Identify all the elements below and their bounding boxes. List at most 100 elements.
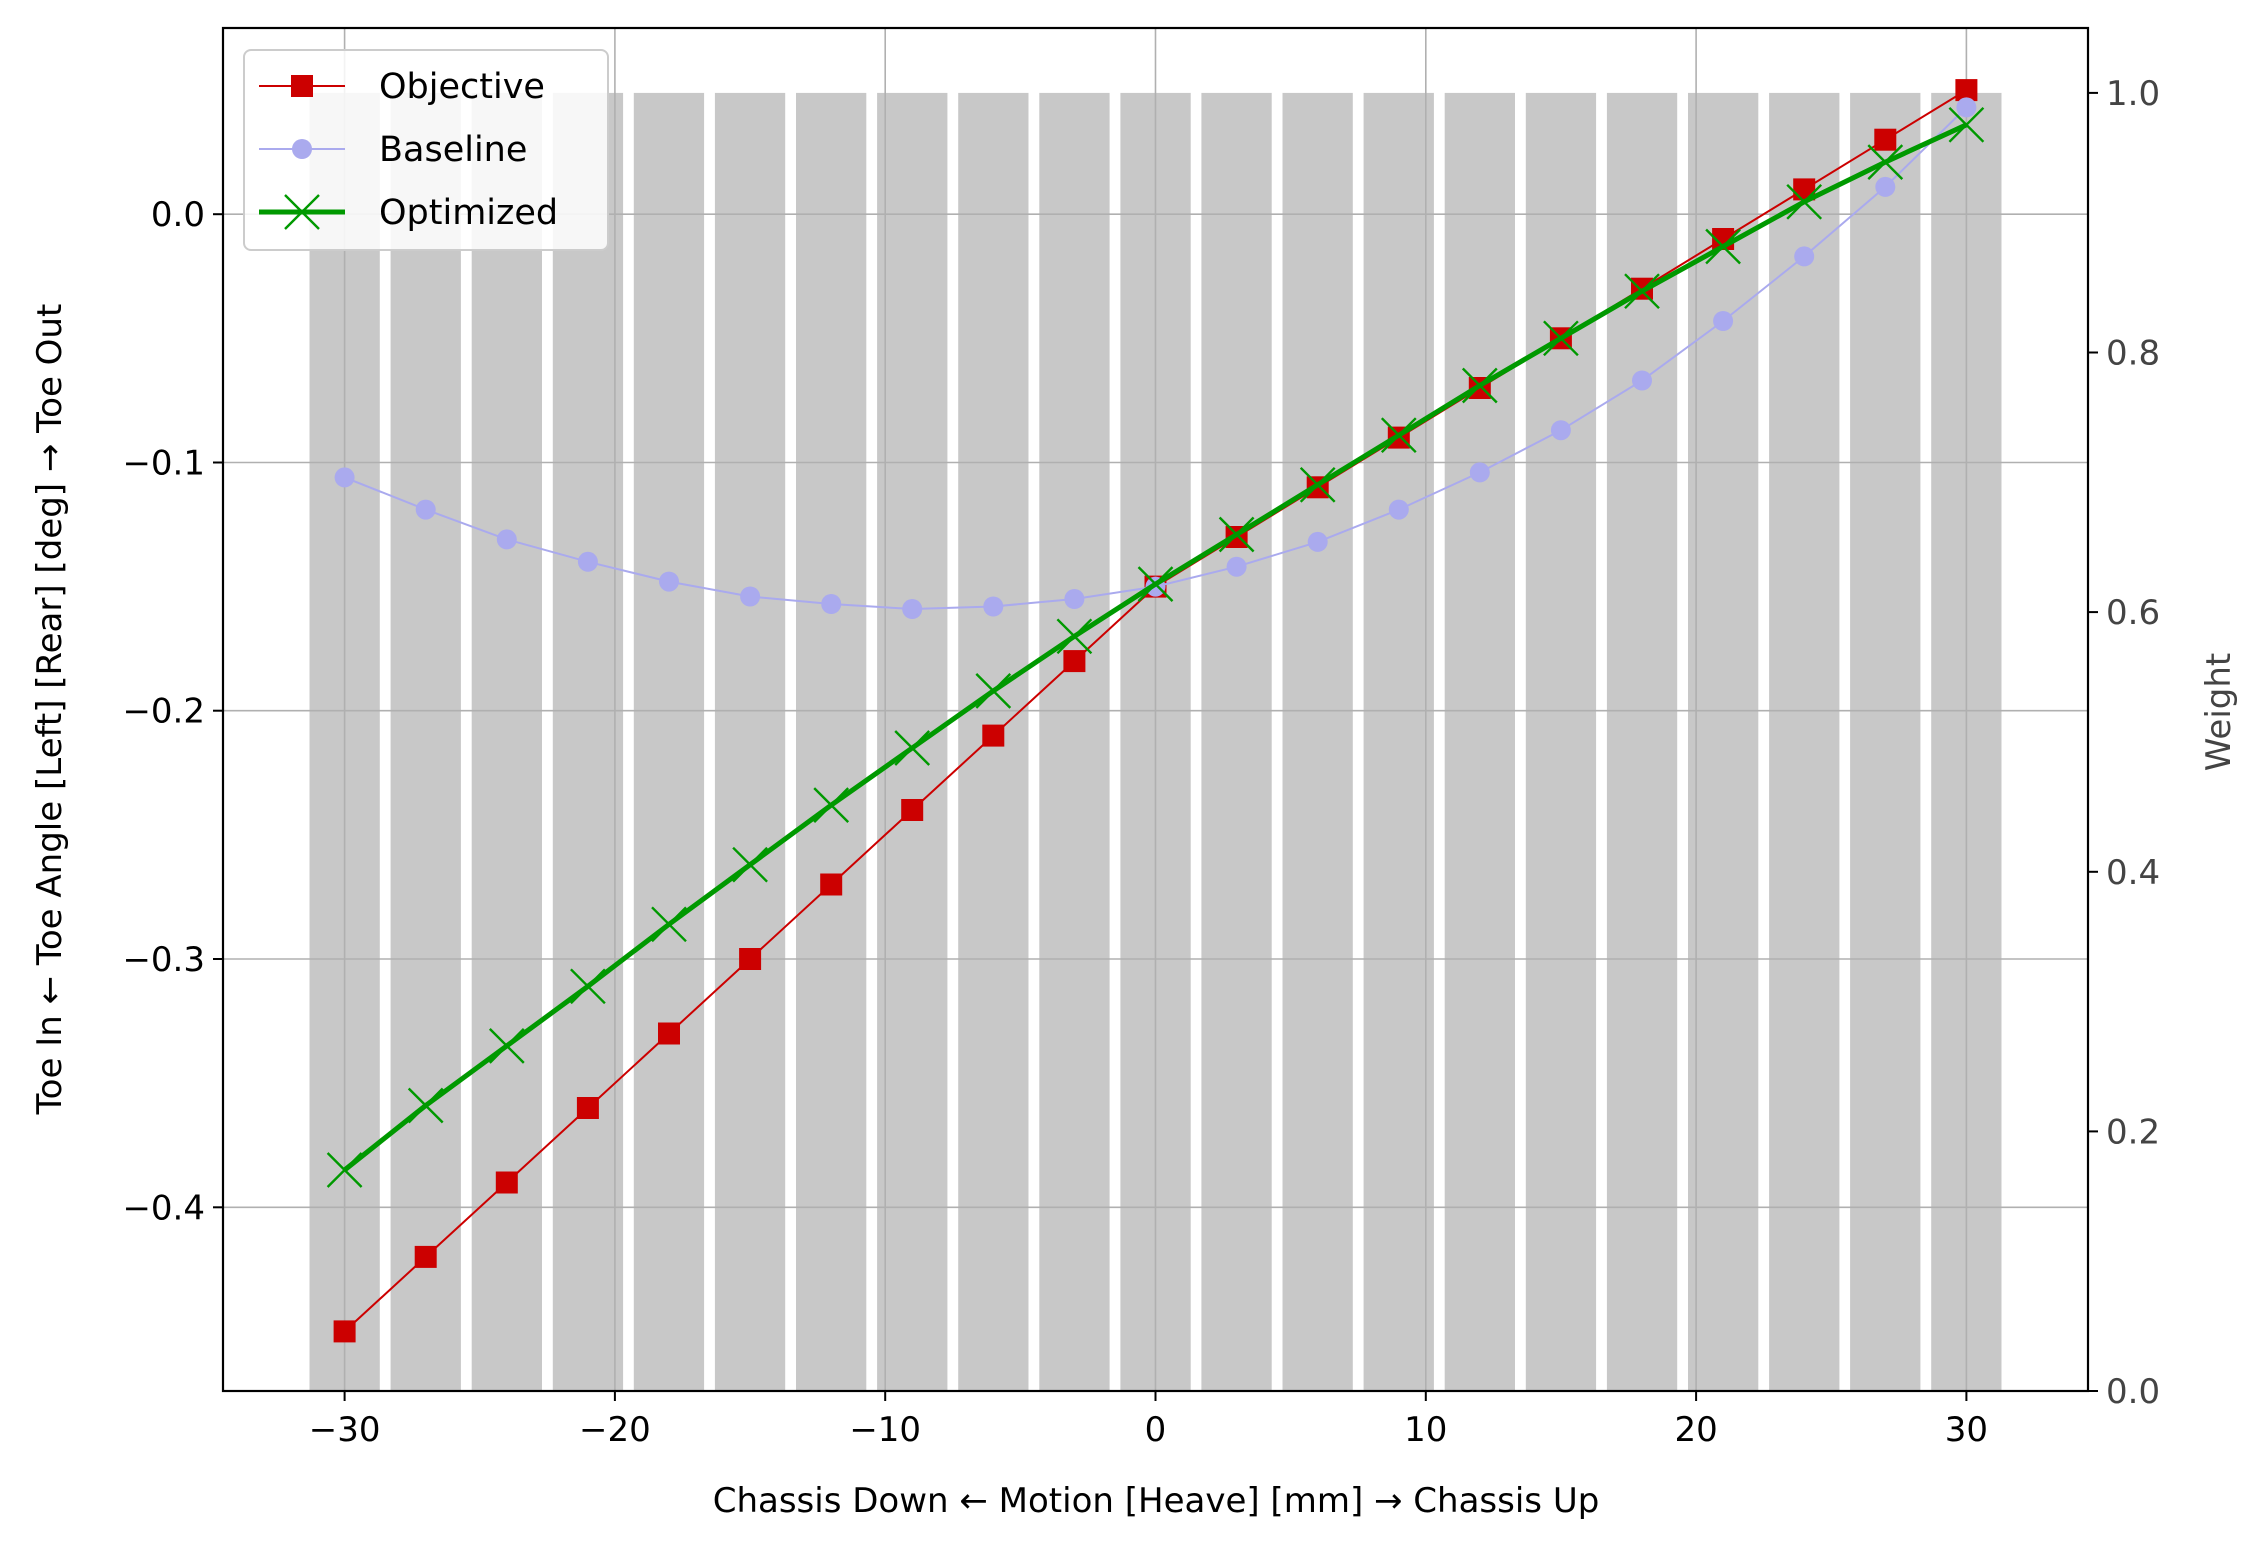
axis-ticks: −30 −20 −10 0 10 20 30 0.0 −0.1 −0.2 −0.3 −0.4 0.0 0.…	[122, 74, 2160, 1450]
objective-point	[1955, 79, 1978, 102]
x-tick-label: 10	[1404, 1410, 1447, 1450]
weight-bar	[1525, 92, 1597, 1391]
weight-bar	[471, 92, 542, 1391]
optimized-point	[651, 906, 687, 943]
optimized-point	[813, 787, 850, 823]
x-tick-label: 0	[1145, 1410, 1167, 1450]
optimized-point	[1543, 320, 1579, 357]
objective-point	[1874, 128, 1897, 151]
baseline-point	[1794, 246, 1815, 267]
objective-point	[333, 1320, 356, 1343]
optimized-point	[732, 846, 768, 883]
y-tick-label: 0.0	[151, 195, 205, 235]
x-tick-label: 20	[1674, 1410, 1717, 1450]
y-axis-label: Toe In ← Toe Angle [Left] [Rear] [deg] →…	[30, 304, 70, 1116]
y-tick-label: −0.4	[122, 1188, 205, 1228]
optimized-point	[1867, 144, 1904, 180]
optimized-point	[407, 1087, 444, 1124]
optimized-point	[1624, 273, 1660, 310]
baseline-point	[659, 571, 679, 592]
baseline-point	[1388, 499, 1409, 520]
legend-box	[243, 49, 609, 251]
y2-tick-label: 0.6	[2106, 593, 2160, 633]
x-axis-label: Chassis Down ← Motion [Heave] [mm] → Cha…	[713, 1481, 1600, 1521]
baseline-point	[1713, 311, 1734, 331]
baseline-point	[496, 529, 517, 550]
series-lines	[326, 79, 1985, 1343]
baseline-point	[740, 586, 761, 607]
weight-bar	[633, 92, 705, 1391]
weight-bar	[877, 92, 948, 1391]
baseline-point	[1875, 176, 1896, 197]
y2-tick-label: 0.4	[2106, 853, 2160, 893]
legend-optimized-marker	[284, 194, 320, 230]
optimized-point	[1137, 566, 1174, 602]
baseline-point	[1956, 97, 1977, 118]
y2-tick-label: 1.0	[2106, 74, 2160, 114]
objective-point	[414, 1245, 437, 1268]
baseline-point	[821, 594, 842, 614]
legend-baseline-marker	[292, 139, 312, 159]
legend-objective-text: Objective	[379, 67, 545, 107]
baseline-point	[1307, 531, 1328, 552]
optimized-point	[894, 730, 931, 766]
legend-objective-marker	[291, 75, 313, 97]
weight-bar	[1201, 92, 1272, 1391]
legend-optimized-text: Optimized	[379, 193, 558, 233]
weight-bar	[1688, 92, 1759, 1391]
baseline-point	[415, 499, 436, 520]
y2-tick-label: 0.8	[2106, 334, 2160, 374]
optimized-point	[570, 968, 606, 1005]
weight-bars	[309, 92, 2002, 1391]
legend: Objective Baseline Optimized	[243, 49, 609, 251]
baseline-point	[1632, 370, 1652, 391]
baseline-point	[983, 596, 1004, 617]
weight-bar	[390, 92, 461, 1391]
y2-tick-label: 0.2	[2106, 1112, 2160, 1152]
objective-point	[982, 724, 1005, 747]
baseline-point	[577, 551, 598, 572]
baseline-point	[334, 467, 355, 488]
baseline-point	[902, 599, 923, 619]
optimized-point	[326, 1152, 363, 1188]
weight-bar	[552, 92, 624, 1391]
baseline-point	[1550, 420, 1571, 441]
baseline-point	[1226, 556, 1247, 577]
optimized-point	[1380, 417, 1417, 454]
optimized-point	[975, 673, 1012, 709]
objective-point	[658, 1022, 680, 1045]
objective-point	[739, 948, 762, 970]
weight-bar	[1850, 92, 1921, 1391]
weight-bar	[796, 92, 867, 1391]
optimized-point	[1056, 618, 1093, 655]
objective-point	[495, 1171, 518, 1194]
optimized-point	[1786, 183, 1823, 220]
baseline-point	[1469, 462, 1490, 483]
optimized-point	[1218, 516, 1255, 553]
weight-bar	[1282, 92, 1353, 1391]
weight-bar	[1363, 92, 1434, 1391]
y2-axis-label: Weight	[2199, 653, 2239, 771]
y2-tick-label: 0.0	[2106, 1372, 2160, 1412]
objective-point	[820, 873, 843, 896]
x-tick-label: −20	[579, 1410, 651, 1450]
objective-point	[576, 1097, 599, 1119]
optimized-point	[1948, 106, 1985, 143]
optimized-point	[1299, 466, 1336, 503]
y-tick-label: −0.2	[122, 692, 205, 732]
baseline-point	[1064, 589, 1085, 609]
legend-baseline-text: Baseline	[379, 130, 527, 170]
optimized-point	[1705, 228, 1741, 265]
optimized-point	[1461, 367, 1498, 404]
weight-bar	[1769, 92, 1840, 1391]
weight-bar	[1444, 92, 1515, 1391]
objective-point	[1063, 650, 1086, 673]
weight-bar	[1606, 92, 1678, 1391]
x-tick-label: −10	[849, 1410, 921, 1450]
weight-bar	[1039, 92, 1110, 1391]
x-tick-label: 30	[1945, 1410, 1988, 1450]
y-tick-label: −0.3	[122, 940, 205, 980]
y-tick-label: −0.1	[122, 444, 205, 484]
optimized-point	[488, 1028, 525, 1064]
